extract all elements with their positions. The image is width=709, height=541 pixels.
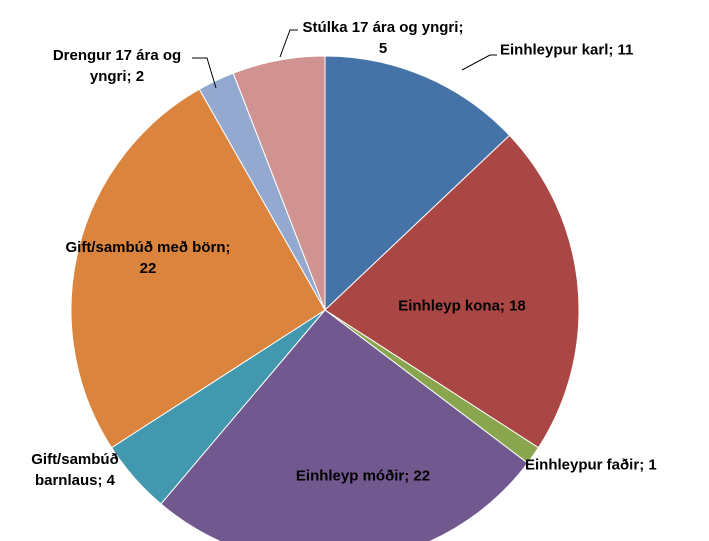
- label-separator: ;: [404, 467, 414, 485]
- label-category: Gift/sambúð með börn: [65, 239, 226, 256]
- slices: [70, 55, 580, 541]
- leader-line: [461, 54, 497, 71]
- label-separator: ;: [458, 19, 464, 36]
- label-value: 11: [617, 41, 634, 59]
- label-separator: ;: [97, 472, 107, 489]
- data-label: Drengur 17 ára og yngri; 2: [37, 45, 197, 87]
- data-label: Stúlka 17 ára og yngri; 5: [298, 17, 468, 59]
- label-value: 22: [413, 467, 431, 485]
- label-category: Gift/sambúð barnlaus: [31, 451, 119, 489]
- label-separator: ;: [639, 456, 649, 474]
- leader-line: [279, 29, 298, 58]
- slice: [70, 88, 326, 449]
- label-value: 22: [139, 260, 157, 277]
- label-separator: ;: [126, 68, 136, 85]
- label-value: 2: [135, 68, 145, 85]
- data-label: Gift/sambúð með börn; 22: [58, 237, 238, 279]
- slice: [160, 309, 529, 541]
- label-value: 18: [509, 297, 526, 315]
- slice: [324, 134, 580, 449]
- label-category: Einhleyp móðir: [295, 467, 405, 485]
- label-category: Einhleyp kona: [398, 297, 500, 315]
- label-value: 5: [378, 40, 388, 57]
- label-separator: ;: [608, 41, 618, 59]
- label-separator: ;: [225, 239, 231, 256]
- label-value: 1: [648, 456, 657, 474]
- label-category: Einhleypur karl: [500, 41, 609, 59]
- data-label: Gift/sambúð barnlaus; 4: [5, 449, 145, 491]
- slice: [232, 55, 326, 311]
- data-label: Einhleypur karl; 11: [500, 40, 700, 61]
- label-separator: ;: [499, 297, 510, 315]
- label-category: Einhleypur faðir: [525, 456, 640, 474]
- data-label: Einhleyp kona; 18: [362, 296, 562, 317]
- data-label: Einhleyp móðir; 22: [253, 466, 473, 487]
- label-category: Drengur 17 ára og yngri: [52, 47, 182, 85]
- label-value: 4: [106, 472, 116, 489]
- leader-line: [192, 57, 217, 89]
- label-category: Stúlka 17 ára og yngri: [302, 19, 459, 36]
- slice: [324, 55, 511, 312]
- data-label: Einhleypur faðir; 1: [525, 455, 709, 476]
